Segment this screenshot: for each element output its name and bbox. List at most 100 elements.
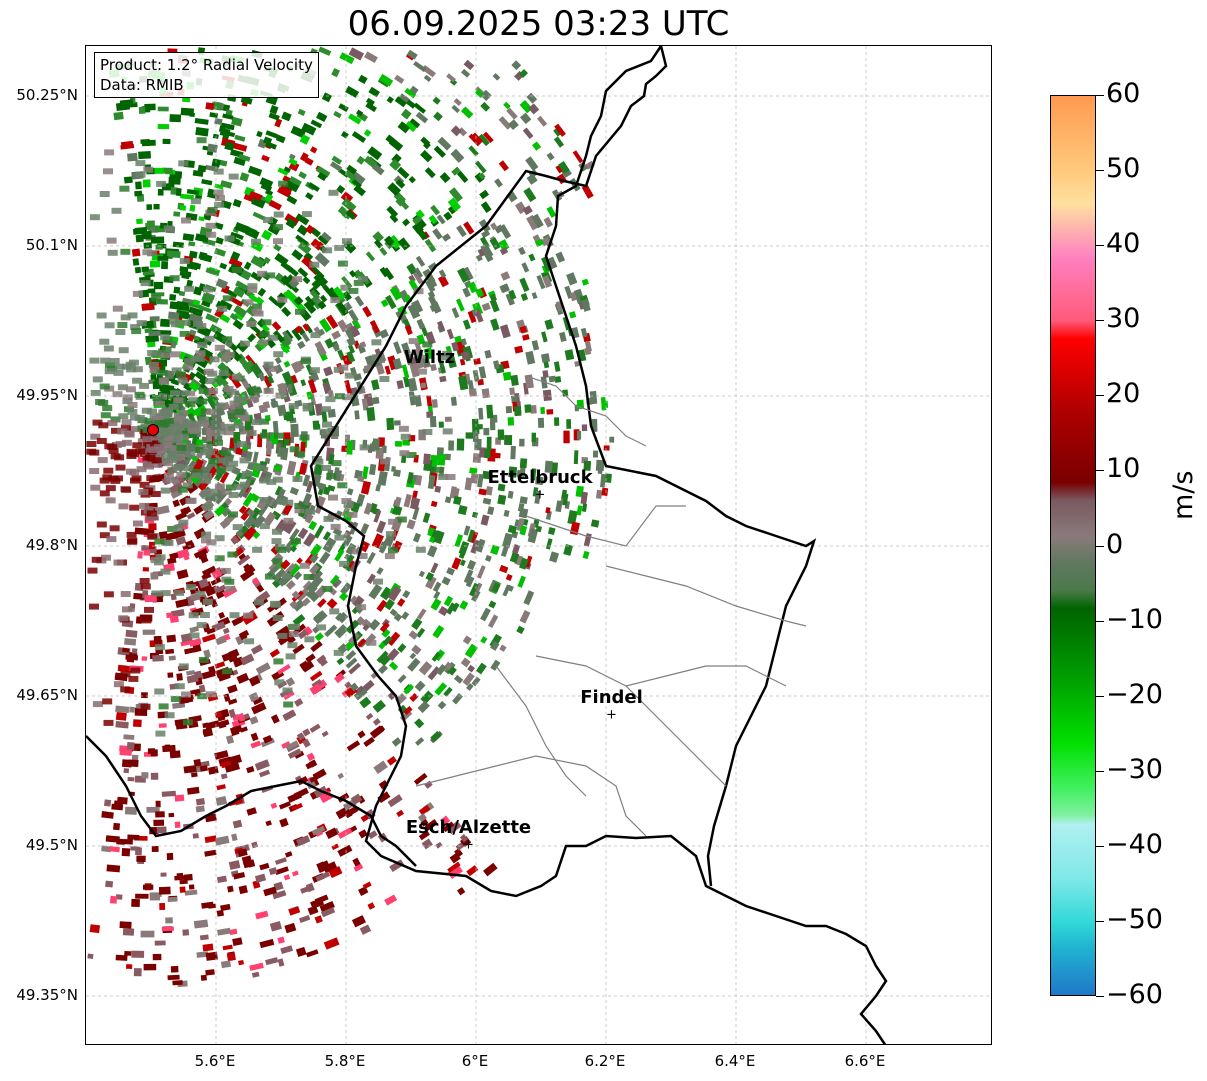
radar-echo-cell <box>139 382 150 389</box>
radar-echo-cell <box>358 886 369 896</box>
radar-echo-cell <box>444 661 453 671</box>
radar-echo-cell <box>453 495 462 506</box>
velocity-colorbar <box>1050 95 1096 996</box>
radar-echo-cell <box>145 515 159 522</box>
radar-echo-cell <box>428 214 438 225</box>
radar-echo-cell <box>569 291 577 302</box>
radar-echo-cell <box>234 134 246 142</box>
radar-echo-cell <box>199 765 209 772</box>
radar-echo-cell <box>401 364 410 379</box>
radar-echo-cell <box>341 445 349 453</box>
radar-echo-cell <box>239 629 250 639</box>
radar-echo-cell <box>290 538 301 545</box>
radar-echo-cell <box>251 303 262 310</box>
radar-echo-cell <box>283 499 294 506</box>
radar-echo-cell <box>366 573 376 585</box>
radar-echo-cell <box>519 525 528 536</box>
radar-echo-cell <box>437 136 452 151</box>
radar-echo-cell <box>408 176 416 184</box>
latitude-tick-label: 49.5°N <box>25 836 78 854</box>
radar-echo-cell <box>227 885 234 893</box>
radar-echo-cell <box>147 288 156 294</box>
radar-echo-cell <box>247 165 263 177</box>
radar-echo-cell <box>555 301 563 312</box>
radar-echo-cell <box>106 864 121 873</box>
radar-echo-cell <box>220 180 233 189</box>
radar-echo-cell <box>254 599 264 606</box>
radar-echo-cell <box>600 473 606 488</box>
radar-echo-cell <box>168 655 176 661</box>
radar-echo-cell <box>322 537 337 553</box>
radar-echo-cell <box>386 631 401 646</box>
radar-echo-cell <box>414 680 426 692</box>
radar-echo-cell <box>420 690 434 705</box>
colorbar-tick <box>1096 920 1104 922</box>
radar-echo-cell <box>459 600 469 610</box>
radar-echo-cell <box>313 463 324 476</box>
french-border <box>86 735 417 867</box>
radar-echo-cell <box>373 760 388 774</box>
radar-echo-cell <box>219 262 228 270</box>
colorbar-tick <box>1096 320 1104 322</box>
radar-echo-cell <box>107 444 118 451</box>
radar-echo-cell <box>197 346 214 359</box>
radar-echo-cell <box>450 148 465 163</box>
radar-echo-cell <box>359 696 372 709</box>
radar-echo-cell <box>201 565 217 577</box>
radar-echo-cell <box>201 537 211 544</box>
radar-echo-cell <box>160 568 171 575</box>
radar-echo-cell <box>423 347 434 360</box>
radar-echo-cell <box>179 266 189 273</box>
radar-echo-cell <box>295 946 307 957</box>
radar-echo-cell <box>278 634 291 646</box>
radar-echo-cell <box>334 624 349 639</box>
radar-echo-cell <box>202 598 213 605</box>
radar-echo-cell <box>401 454 407 464</box>
radar-echo-cell <box>176 673 183 681</box>
radar-echo-cell <box>409 85 419 95</box>
radar-echo-cell <box>397 598 406 607</box>
radar-echo-cell <box>174 821 181 828</box>
radar-echo-cell <box>554 417 560 426</box>
radar-echo-cell <box>562 493 569 506</box>
radar-echo-cell <box>308 759 318 768</box>
radar-echo-cell <box>154 167 164 174</box>
radar-echo-cell <box>229 400 240 407</box>
radar-echo-cell <box>371 339 382 346</box>
radar-echo-cell <box>149 316 160 322</box>
radar-echo-cell <box>290 545 297 553</box>
radar-echo-cell <box>537 417 545 428</box>
radar-echo-cell <box>224 141 235 151</box>
radar-echo-cell <box>276 546 287 553</box>
radar-echo-cell <box>173 286 181 294</box>
colorbar-tick-label: −10 <box>1106 603 1163 635</box>
radar-echo-cell <box>483 427 490 436</box>
radar-echo-cell <box>401 342 411 356</box>
radar-echo-cell <box>279 342 290 354</box>
radar-echo-cell <box>135 181 142 190</box>
radar-echo-cell <box>187 442 196 453</box>
radar-echo-cell <box>170 378 180 386</box>
radar-echo-cell <box>326 598 338 610</box>
radar-echo-cell <box>141 407 152 414</box>
radar-echo-cell <box>378 437 385 447</box>
radar-echo-cell <box>433 590 441 600</box>
radar-echo-cell <box>482 131 494 144</box>
radar-echo-cell <box>115 441 126 448</box>
radar-echo-cell <box>157 330 172 335</box>
radar-echo-cell <box>289 528 300 542</box>
radar-echo-cell <box>306 391 313 400</box>
radar-echo-cell <box>395 179 406 189</box>
radar-echo-cell <box>92 376 103 383</box>
radar-echo-cell <box>205 313 220 324</box>
radar-echo-cell <box>214 247 227 257</box>
radar-echo-cell <box>174 683 185 690</box>
radar-echo-cell <box>205 222 216 229</box>
latitude-tick-label: 49.35°N <box>16 986 78 1004</box>
radar-echo-cell <box>348 113 362 125</box>
radar-echo-cell <box>118 503 129 510</box>
radar-echo-cell <box>201 292 215 304</box>
radar-echo-cell <box>470 473 479 484</box>
radar-echo-cell <box>138 489 149 495</box>
radar-echo-cell <box>201 531 212 538</box>
